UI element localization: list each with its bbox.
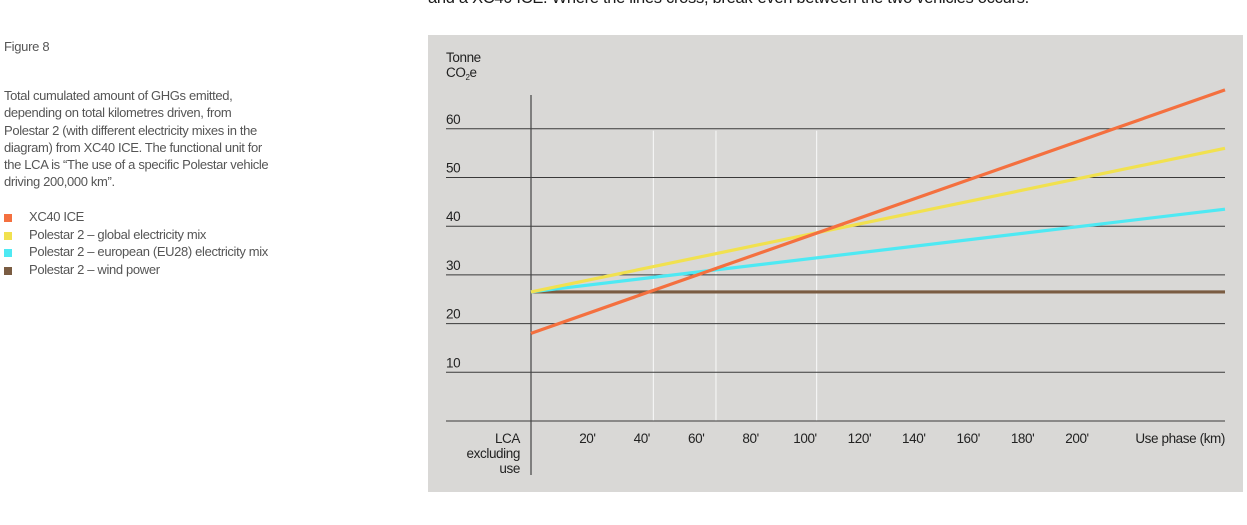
figure-label: Figure 8 [4, 39, 50, 54]
legend-swatch [4, 249, 12, 257]
caption-line: depending on total kilometres driven, fr… [4, 105, 232, 121]
x-tick-label: 60' [688, 431, 704, 446]
caption-line: Total cumulated amount of GHGs emitted, [4, 88, 233, 103]
legend-swatch [4, 231, 12, 240]
legend-swatch [4, 266, 12, 275]
legend-label: Polestar 2 – european (EU28) electricity… [29, 244, 268, 259]
x-tick-label: 40' [634, 431, 650, 446]
legend-label: XC40 ICE [29, 209, 85, 224]
caption-line: diagram) from XC40 ICE. The functional u… [4, 139, 262, 155]
series-line [530, 146, 1226, 294]
x-origin-label: use [499, 461, 520, 476]
chart-panel: Tonne CO2e 10 20 30 40 50 60 20' 40' 60' 80' 100' 1… [428, 35, 1243, 492]
y-axis-label-line2: CO2e [446, 65, 477, 82]
y-tick-label: 20 [446, 307, 460, 322]
y-tick-label: 10 [446, 355, 460, 370]
x-tick-label: 100' [793, 431, 817, 446]
x-tick-label: 120' [848, 431, 872, 446]
x-axis-label: Use phase (km) [1135, 431, 1225, 446]
caption-line: Polestar 2 (with different electricity m… [4, 122, 257, 138]
y-tick-label: 40 [446, 209, 460, 224]
series-line [530, 207, 1226, 294]
x-tick-label: 160' [956, 431, 980, 446]
y-axis-label-line1: Tonne [446, 50, 481, 65]
y-tick-label: 30 [446, 258, 460, 273]
y-tick-label: 50 [446, 161, 460, 176]
x-origin-label: LCA [495, 431, 520, 446]
caption-line: the LCA is “The use of a specific Polest… [4, 157, 269, 173]
legend-swatch [4, 214, 12, 222]
x-tick-label: 80' [742, 431, 758, 446]
legend-label: Polestar 2 – global electricity mix [29, 226, 207, 242]
x-tick-label: 180' [1011, 431, 1035, 446]
x-tick-label: 140' [902, 431, 926, 446]
x-tick-label: 200' [1065, 431, 1089, 446]
figure-caption: Total cumulated amount of GHGs emitted, … [4, 87, 334, 191]
caption-line: driving 200,000 km”. [4, 174, 115, 190]
body-text-cut: and a XC40 ICE. Where the lines cross, b… [428, 0, 1029, 8]
line-chart: Tonne CO2e 10 20 30 40 50 60 20' 40' 60' 80' 100' 1… [446, 50, 1226, 476]
y-tick-label: 60 [446, 112, 460, 127]
x-origin-label: excluding [467, 446, 520, 461]
x-tick-label: 20' [579, 431, 595, 446]
series-line [530, 88, 1226, 335]
legend-label: Polestar 2 – wind power [29, 261, 160, 277]
